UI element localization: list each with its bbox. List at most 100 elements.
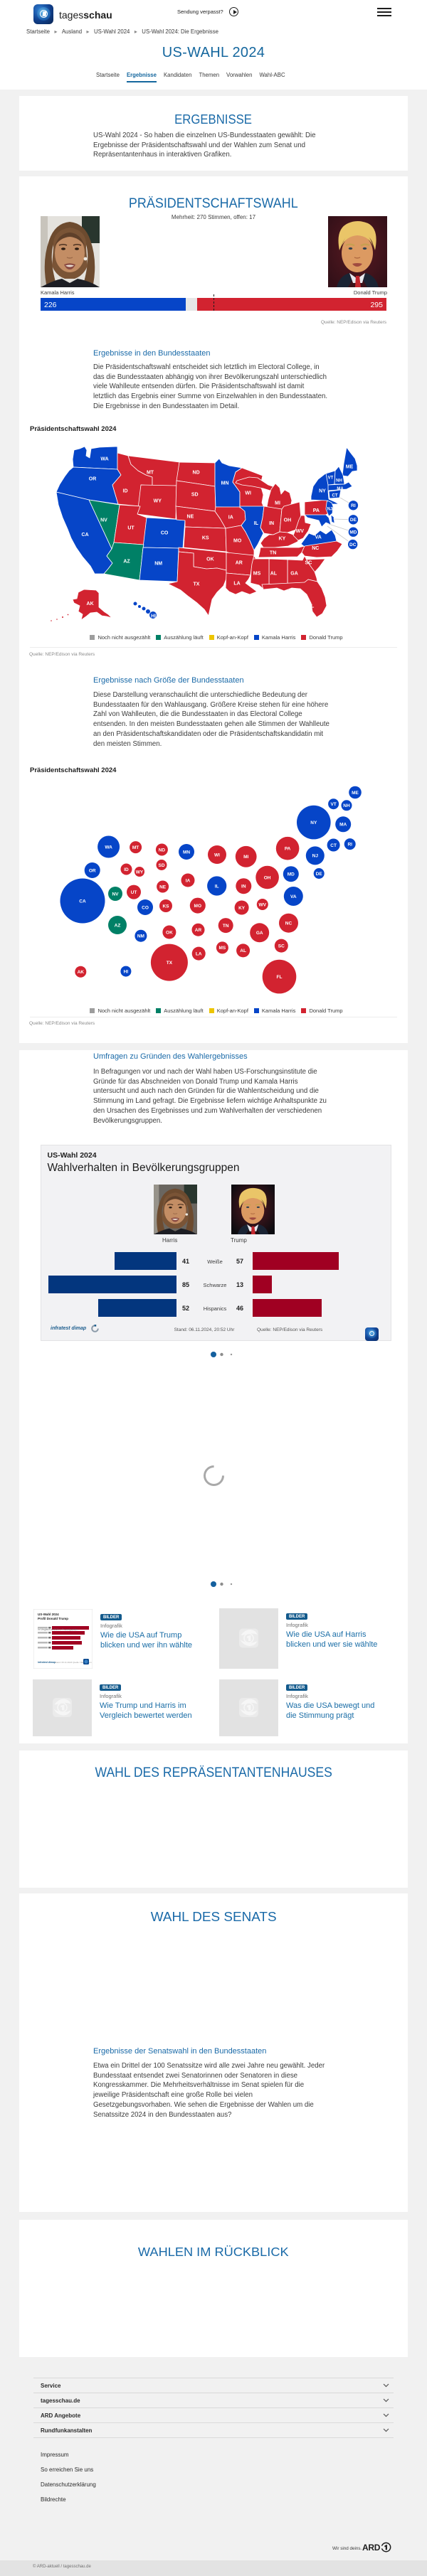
svg-text:NV: NV: [100, 518, 107, 523]
svg-text:AZ: AZ: [115, 923, 121, 928]
svg-text:SD: SD: [158, 863, 164, 868]
svg-text:ID: ID: [123, 489, 128, 494]
svg-text:TN: TN: [223, 924, 229, 929]
svg-text:KY: KY: [238, 906, 246, 911]
svg-text:LA: LA: [196, 951, 202, 956]
svg-text:IN: IN: [241, 885, 246, 889]
svg-text:SC: SC: [305, 560, 312, 565]
svg-text:KY: KY: [279, 537, 286, 542]
svg-text:MI: MI: [243, 855, 248, 860]
svg-text:HI: HI: [124, 969, 129, 974]
svg-text:OR: OR: [89, 477, 97, 482]
svg-text:MN: MN: [183, 850, 190, 855]
svg-text:Stand: 06.11.2024 Quelle: NEP/: Stand: 06.11.2024 Quelle: NEP/Edison: [55, 1661, 92, 1664]
svg-text:VT: VT: [330, 802, 336, 807]
svg-text:AR: AR: [195, 928, 202, 933]
svg-text:MO: MO: [233, 539, 242, 544]
svg-text:AL: AL: [240, 948, 246, 953]
svg-text:NV: NV: [112, 892, 119, 897]
svg-text:OH: OH: [284, 518, 292, 523]
svg-text:DE: DE: [316, 872, 323, 877]
svg-text:MD: MD: [288, 872, 295, 877]
svg-text:Im Vergleich zu 2020 in Prozen: Im Vergleich zu 2020 in Prozentpunkten: [38, 1628, 78, 1631]
svg-text:VA: VA: [290, 894, 297, 899]
svg-text:VT: VT: [328, 476, 334, 481]
svg-text:KS: KS: [162, 904, 169, 909]
svg-text:TX: TX: [167, 961, 173, 966]
svg-text:FL: FL: [308, 604, 315, 609]
svg-text:TX: TX: [194, 582, 200, 587]
svg-text:CA: CA: [79, 899, 86, 904]
svg-text:UT: UT: [131, 890, 137, 895]
svg-text:GA: GA: [290, 572, 298, 577]
svg-text:TN: TN: [270, 550, 276, 555]
svg-text:US-Wahl 2024: US-Wahl 2024: [38, 1613, 59, 1616]
svg-text:AZ: AZ: [123, 560, 130, 565]
svg-text:infratest dimap: infratest dimap: [38, 1661, 56, 1664]
svg-text:NM: NM: [137, 934, 144, 939]
svg-text:RI: RI: [351, 503, 356, 508]
svg-text:WA: WA: [105, 845, 112, 850]
svg-text:NC: NC: [312, 546, 319, 551]
svg-text:AK: AK: [78, 970, 85, 975]
svg-text:WV: WV: [259, 902, 267, 907]
svg-text:ID: ID: [124, 867, 129, 872]
svg-text:ND: ND: [193, 471, 200, 476]
svg-text:NY: NY: [319, 489, 326, 494]
svg-text:MA: MA: [339, 823, 347, 828]
svg-text:VA: VA: [315, 535, 322, 540]
svg-text:OH: OH: [264, 875, 271, 880]
svg-text:NH: NH: [343, 803, 350, 808]
svg-text:LA: LA: [233, 581, 240, 586]
svg-text:NC: NC: [285, 921, 292, 926]
svg-text:WI: WI: [214, 853, 220, 857]
svg-text:HI: HI: [151, 614, 156, 619]
svg-text:NE: NE: [159, 885, 167, 889]
svg-text:GA: GA: [256, 931, 263, 936]
svg-text:WV: WV: [296, 529, 305, 534]
svg-text:WY: WY: [136, 870, 144, 875]
svg-text:MO: MO: [194, 904, 201, 909]
svg-text:DE: DE: [350, 518, 357, 523]
svg-text:MS: MS: [219, 946, 226, 951]
svg-text:MT: MT: [147, 471, 154, 476]
svg-text:SC: SC: [278, 944, 285, 948]
svg-text:DC: DC: [349, 543, 357, 547]
svg-text:SD: SD: [191, 493, 199, 498]
svg-text:CT: CT: [332, 494, 338, 498]
svg-text:IL: IL: [254, 521, 259, 526]
svg-text:WI: WI: [245, 491, 251, 496]
svg-text:ME: ME: [352, 791, 359, 796]
svg-text:AK: AK: [87, 602, 94, 606]
svg-text:NM: NM: [154, 562, 162, 567]
svg-text:MA: MA: [337, 487, 344, 491]
svg-text:AL: AL: [270, 572, 278, 577]
svg-text:NJ: NJ: [312, 854, 319, 859]
svg-text:IA: IA: [186, 878, 191, 883]
svg-text:ME: ME: [346, 465, 354, 470]
svg-text:IA: IA: [228, 515, 233, 520]
svg-text:FL: FL: [277, 975, 283, 980]
svg-text:MS: MS: [253, 572, 261, 577]
svg-text:RI: RI: [347, 842, 352, 847]
svg-text:WY: WY: [154, 499, 162, 504]
svg-text:CT: CT: [330, 843, 337, 848]
svg-text:Profil Donald Trump: Profil Donald Trump: [38, 1617, 68, 1620]
svg-text:NE: NE: [187, 515, 194, 520]
svg-text:OR: OR: [89, 868, 96, 873]
svg-text:OK: OK: [166, 930, 173, 935]
svg-text:NH: NH: [336, 479, 342, 483]
svg-text:IN: IN: [269, 521, 274, 526]
svg-text:CA: CA: [82, 533, 89, 538]
svg-text:NJ: NJ: [327, 508, 333, 512]
svg-text:KS: KS: [202, 536, 209, 541]
svg-text:AR: AR: [236, 561, 243, 566]
svg-text:UT: UT: [127, 526, 135, 531]
svg-text:PA: PA: [313, 508, 320, 513]
svg-text:NY: NY: [310, 821, 317, 825]
svg-text:MN: MN: [221, 481, 229, 486]
svg-text:MT: MT: [132, 845, 139, 850]
svg-text:CO: CO: [142, 905, 149, 910]
svg-text:IL: IL: [215, 884, 219, 889]
svg-text:CO: CO: [161, 531, 169, 536]
